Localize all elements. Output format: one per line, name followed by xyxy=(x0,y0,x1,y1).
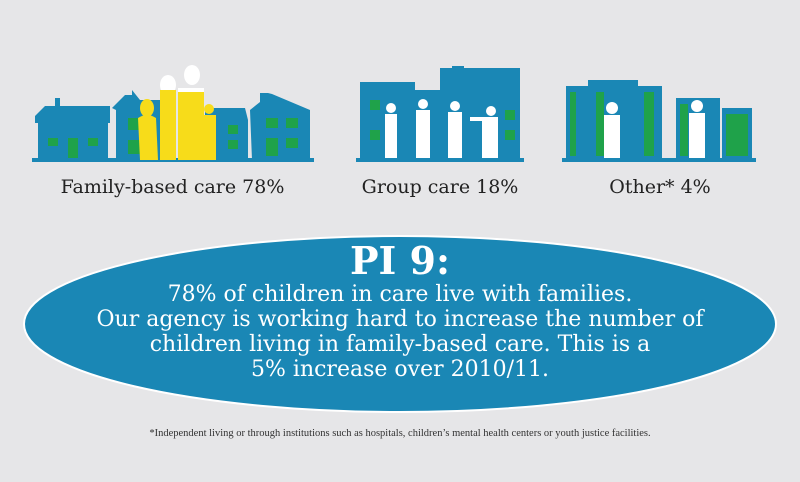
group-home-icon xyxy=(356,66,524,162)
headline-line-3: children living in family-based care. Th… xyxy=(149,332,651,357)
other-label: Other* 4% xyxy=(609,176,711,198)
group-care-label: Group care 18% xyxy=(361,176,519,198)
headline-line-1: 78% of children in care live with famili… xyxy=(167,282,633,307)
headline-line-2: Our agency is working hard to increase t… xyxy=(96,307,704,332)
headline-title: PI 9: xyxy=(349,238,451,283)
footnote: *Independent living or through instituti… xyxy=(149,428,651,439)
institution-buildings-icon xyxy=(562,80,756,162)
illustration-row xyxy=(32,65,756,162)
headline-ellipse xyxy=(23,235,777,413)
family-based-care-label: Family-based care 78% xyxy=(60,176,285,198)
headline-line-4: 5% increase over 2010/11. xyxy=(251,357,549,382)
family-houses-icon xyxy=(32,65,314,162)
